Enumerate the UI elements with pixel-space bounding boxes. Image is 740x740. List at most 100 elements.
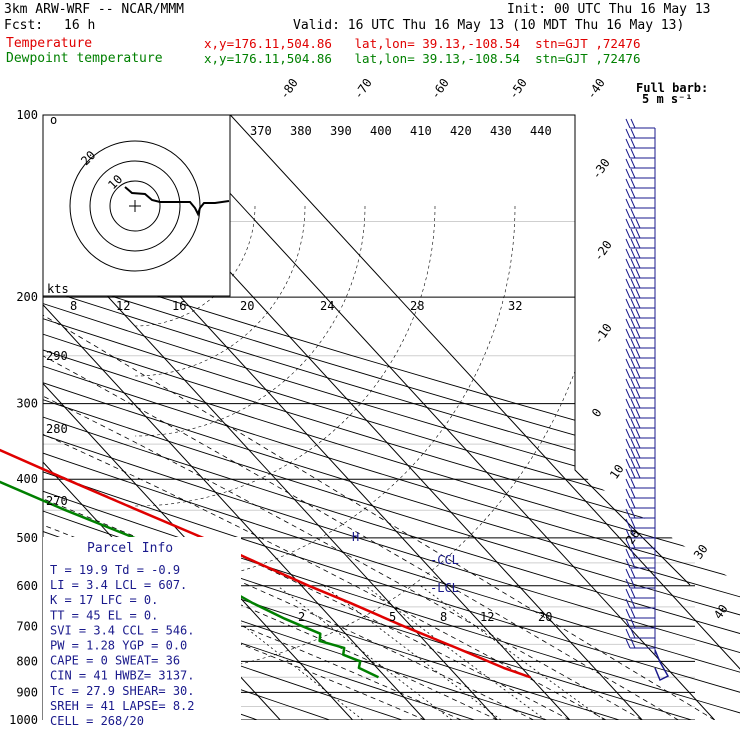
mixing-ratio-line — [323, 585, 502, 720]
wind-barb — [625, 518, 655, 529]
wind-barb — [625, 628, 655, 639]
mixing-ratio-line — [277, 585, 453, 720]
dry-adiabat — [43, 115, 740, 720]
speed-scale-label: 20 — [240, 299, 254, 313]
wind-barb — [625, 268, 655, 279]
wind-barb — [625, 598, 655, 609]
parcel-info-row: CELL = 268/20 — [50, 714, 144, 728]
wind-barb — [625, 318, 655, 329]
wind-barb — [625, 158, 655, 169]
parcel-info-row: PW = 1.28 YGP = 0.0 — [50, 639, 187, 653]
wind-barb — [625, 618, 655, 629]
hodograph-ring — [69, 140, 201, 272]
hodograph-ring — [89, 160, 181, 252]
wind-barb — [625, 548, 655, 559]
mixing-ratio-label: 2 — [298, 610, 305, 624]
theta-label: 380 — [290, 124, 312, 138]
dry-adiabat — [43, 115, 740, 720]
temperature-location: x,y=176.11,504.86 lat,lon= 39.13,-108.54… — [204, 36, 641, 51]
theta-label: 290 — [46, 349, 68, 363]
wind-barb — [625, 538, 655, 549]
dry-adiabat — [43, 115, 740, 720]
hodograph-trace — [124, 186, 230, 217]
moist-adiabat — [43, 296, 570, 720]
speed-scale-label: 8 — [70, 299, 77, 313]
dry-adiabat — [43, 115, 740, 720]
wind-barb — [625, 498, 655, 509]
wind-barb — [625, 478, 655, 489]
dewpoint-profile — [0, 480, 380, 679]
isotherm-label: 0 — [589, 406, 605, 420]
speed-scale-label: 16 — [172, 299, 186, 313]
temperature-profile — [0, 448, 531, 679]
dry-adiabat — [43, 115, 740, 720]
pressure-label-300: 300 — [16, 397, 38, 411]
wind-barb — [625, 248, 655, 259]
wind-barb — [625, 338, 655, 349]
theta-label: 390 — [330, 124, 352, 138]
wind-barb — [625, 488, 655, 499]
pressure-label-400: 400 — [16, 472, 38, 486]
speed-arc — [134, 205, 306, 377]
dry-adiabat — [43, 115, 740, 720]
wind-barb — [625, 238, 655, 249]
wind-barb — [625, 388, 655, 399]
dry-adiabat — [43, 115, 740, 720]
isotherm-label: 10 — [607, 462, 627, 482]
frame — [42, 114, 691, 720]
forecast-hour: 16 h — [64, 18, 96, 33]
valid-time: Valid: 16 UTC Thu 16 May 13 (10 MDT Thu … — [293, 18, 685, 33]
parcel-info-row: SREH = 41 LAPSE= 8.2 — [50, 699, 195, 713]
speed-scale-label: 24 — [320, 299, 334, 313]
wind-barb — [625, 398, 655, 409]
wind-barb — [625, 458, 655, 469]
parcel-info-row: SVI = 3.4 CCL = 546. — [50, 623, 195, 637]
speed-scale-label: kts — [47, 282, 69, 296]
isotherm — [43, 115, 498, 720]
speed-arc — [134, 205, 436, 507]
dry-adiabat — [43, 115, 740, 720]
mixing-ratio-label: 8 — [440, 610, 447, 624]
dewpoint-location: x,y=176.11,504.86 lat,lon= 39.13,-108.54… — [204, 51, 641, 66]
speed-arc — [134, 205, 366, 437]
wind-barb — [625, 368, 655, 379]
wind-barb — [625, 218, 655, 229]
pressure-label-700: 700 — [16, 619, 38, 633]
grid — [43, 115, 740, 720]
speed-scale-label: 12 — [116, 299, 130, 313]
parcel-panel-bg — [43, 537, 241, 720]
isotherm-label: -20 — [591, 238, 615, 264]
pressure-label-800: 800 — [16, 654, 38, 668]
wind-barb — [625, 418, 655, 429]
parcel-info-panel: Parcel Info T = 19.9 Td = -0.9LI = 3.4 LC… — [43, 537, 241, 728]
init-time: Init: 00 UTC Thu 16 May 13 — [507, 2, 711, 17]
moist-adiabat — [43, 296, 534, 720]
parcel-info-row: T = 19.9 Td = -0.9 — [50, 563, 180, 577]
theta-label: 400 — [370, 124, 392, 138]
wind-barb — [625, 438, 655, 449]
pressure-label-1000: 1000 — [9, 713, 38, 727]
isotherm — [157, 115, 715, 720]
wind-barb — [625, 288, 655, 299]
wind-barb — [625, 428, 655, 439]
wind-barb — [625, 448, 655, 459]
wind-barb — [625, 358, 655, 369]
theta-label: 420 — [450, 124, 472, 138]
isotherm-label: -70 — [351, 76, 375, 102]
wind-barb — [625, 148, 655, 159]
hwbz-marker: H — [352, 530, 359, 544]
wind-barb — [625, 138, 655, 149]
parcel-info-row: CIN = 41 HWBZ= 3137. — [50, 669, 195, 683]
moist-adiabat — [43, 296, 715, 720]
theta-label: 270 — [46, 494, 68, 508]
model-title: 3km ARW-WRF -- NCAR/MMM — [4, 2, 185, 17]
theta-label: 370 — [250, 124, 272, 138]
wind-barb — [625, 128, 655, 139]
dry-adiabat — [43, 115, 740, 720]
wind-barb — [625, 298, 655, 309]
mixing-ratio-label: 20 — [538, 610, 552, 624]
speed-scale-label: 32 — [508, 299, 522, 313]
moist-adiabat — [43, 296, 679, 720]
